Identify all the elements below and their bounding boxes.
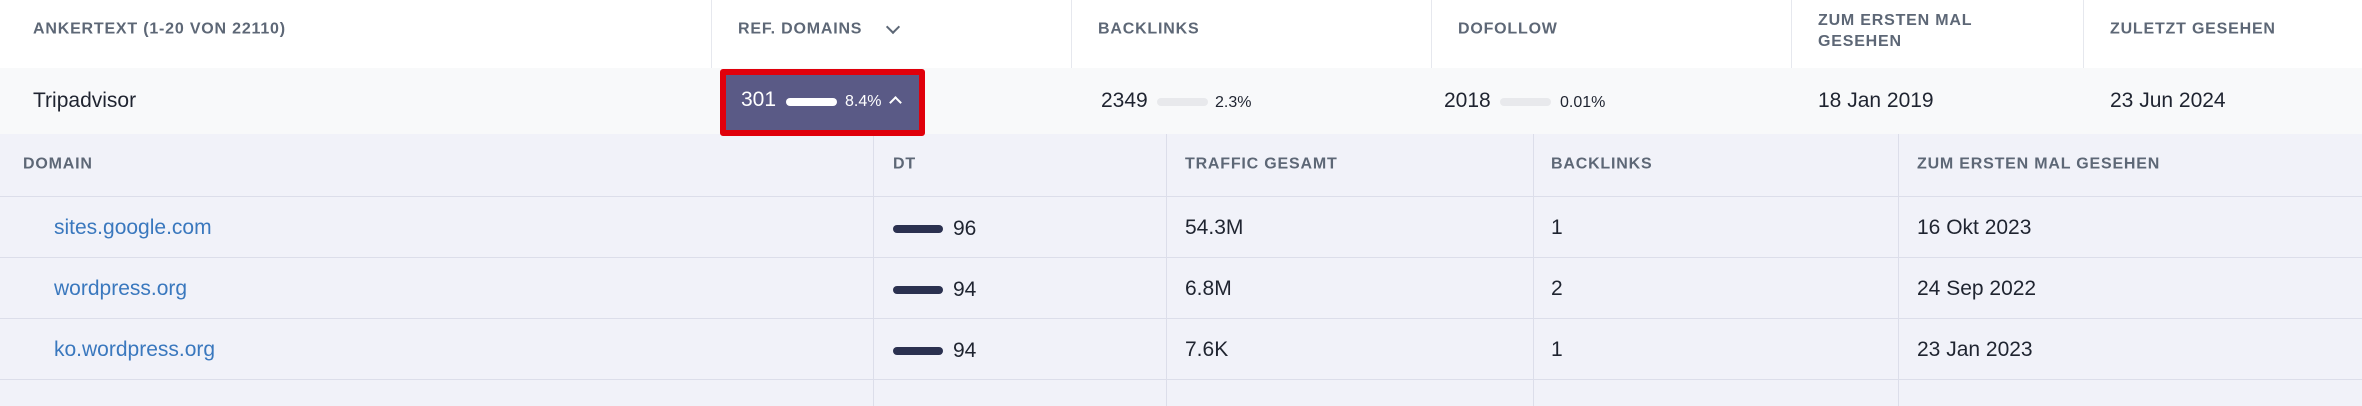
backlinks: 1	[1551, 216, 1563, 239]
dt-bar	[893, 286, 943, 294]
first-seen: 24 Sep 2022	[1917, 277, 2037, 300]
column-header: DOMAIN	[23, 155, 93, 173]
column-header[interactable]: DOFOLLOW	[1458, 20, 1558, 38]
backlinks: 2	[1551, 277, 1563, 300]
ref-domains: 301	[741, 88, 777, 111]
traffic: 6.8M	[1185, 277, 1232, 300]
divider	[0, 196, 2362, 197]
backlinks: 1	[1551, 338, 1563, 361]
divider	[1898, 134, 1899, 406]
backlinks-pct: 2.3%	[1215, 94, 1252, 111]
dt: 94	[953, 278, 977, 301]
last-seen: 23 Jun 2024	[2110, 89, 2226, 112]
highlight[interactable]	[720, 69, 925, 136]
backlinks-bar	[1157, 98, 1208, 106]
dt-bar	[893, 347, 943, 355]
column-header[interactable]: ZUM ERSTEN MAL GESEHEN	[1818, 12, 1973, 50]
dofollow: 2018	[1444, 89, 1491, 112]
divider	[0, 379, 2362, 380]
column-header[interactable]: ZULETZT GESEHEN	[2110, 20, 2276, 38]
first-seen: 23 Jan 2023	[1917, 338, 2033, 361]
subtable	[0, 134, 2362, 406]
ref-pct: 8.4%	[845, 93, 882, 110]
dt: 94	[953, 339, 977, 362]
divider	[1431, 0, 1432, 68]
divider	[1791, 0, 1792, 68]
column-header: DT	[893, 155, 916, 173]
dofollow-bar	[1500, 98, 1551, 106]
divider	[711, 0, 712, 68]
divider	[2083, 0, 2084, 68]
divider	[1166, 134, 1167, 406]
column-header[interactable]: BACKLINKS	[1098, 20, 1200, 38]
dt-bar	[893, 225, 943, 233]
first-seen: 18 Jan 2019	[1818, 89, 1934, 112]
domain-link[interactable]: sites.google.com	[54, 216, 212, 239]
domain-link[interactable]: wordpress.org	[54, 277, 188, 300]
first-seen: 16 Okt 2023	[1917, 216, 2032, 239]
dofollow-pct: 0.01%	[1560, 94, 1606, 111]
column-header: ANKERTEXT (1-20 VON 22110)	[33, 20, 286, 38]
column-header: BACKLINKS	[1551, 155, 1653, 173]
column-header: ZUM ERSTEN MAL GESEHEN	[1917, 155, 2161, 173]
backlinks: 2349	[1101, 89, 1148, 112]
dt: 96	[953, 217, 977, 240]
divider	[873, 134, 874, 406]
column-header[interactable]: REF. DOMAINS	[738, 20, 863, 38]
column-header: TRAFFIC GESAMT	[1185, 155, 1338, 173]
divider	[0, 318, 2362, 319]
divider	[1071, 0, 1072, 68]
traffic: 7.6K	[1185, 338, 1229, 361]
traffic: 54.3M	[1185, 216, 1244, 239]
ref-bar	[786, 98, 837, 106]
anchor-text: Tripadvisor	[33, 89, 137, 112]
divider	[0, 257, 2362, 258]
domain-link[interactable]: ko.wordpress.org	[54, 338, 216, 361]
divider	[1533, 134, 1534, 406]
